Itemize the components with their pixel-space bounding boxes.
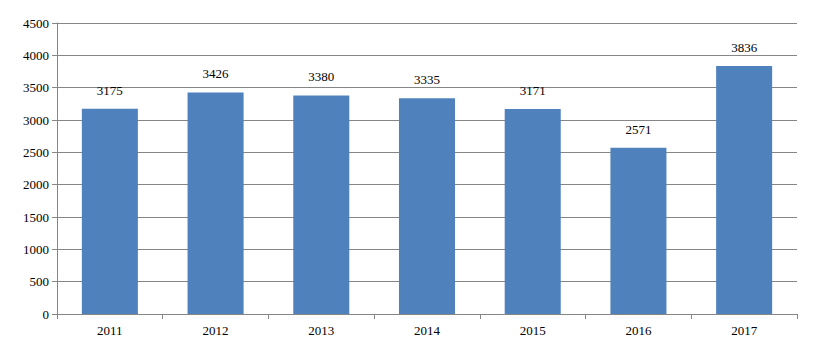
svg-text:2017: 2017 [731,323,758,338]
svg-text:3500: 3500 [23,80,49,95]
svg-text:1500: 1500 [23,210,49,225]
svg-text:3426: 3426 [203,66,230,81]
svg-text:3836: 3836 [731,40,758,55]
svg-text:4000: 4000 [23,48,49,63]
svg-text:3171: 3171 [520,83,546,98]
svg-text:4500: 4500 [23,16,49,31]
svg-text:500: 500 [30,274,50,289]
svg-text:1000: 1000 [23,242,49,257]
svg-text:2500: 2500 [23,145,49,160]
svg-text:3175: 3175 [97,83,123,98]
svg-text:2013: 2013 [308,323,334,338]
svg-text:2012: 2012 [203,323,229,338]
svg-text:2014: 2014 [414,323,441,338]
svg-text:3000: 3000 [23,113,49,128]
svg-text:2016: 2016 [625,323,652,338]
svg-text:2011: 2011 [97,323,123,338]
svg-text:2571: 2571 [625,122,651,137]
svg-text:2000: 2000 [23,177,49,192]
svg-text:3335: 3335 [414,72,440,87]
svg-text:3380: 3380 [308,69,334,84]
svg-text:2015: 2015 [520,323,546,338]
svg-text:0: 0 [43,307,50,322]
